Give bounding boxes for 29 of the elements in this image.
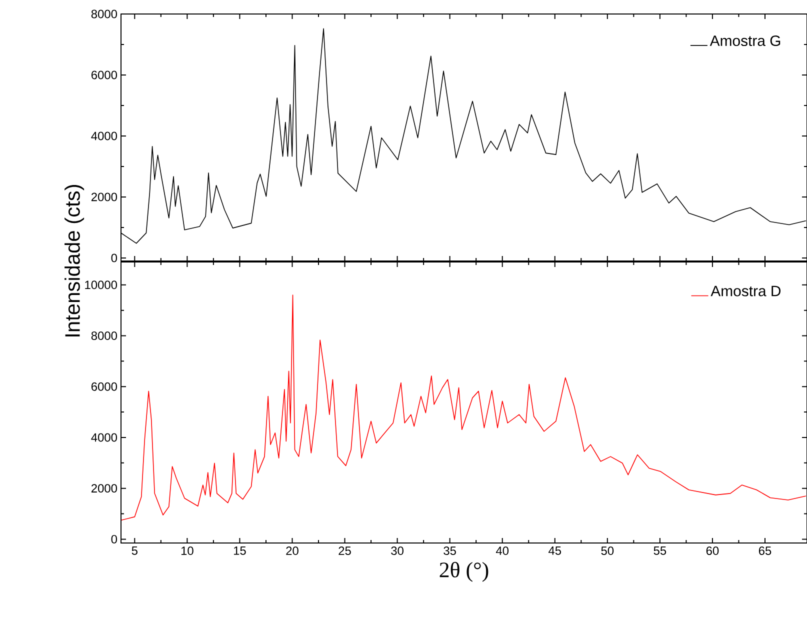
x-tick-label: 5 [132,546,138,555]
x-tick-label: 60 [706,546,719,555]
x-tick-label: 50 [601,546,614,555]
y-tick-label: 2000 [91,192,118,202]
y-tick-label: 0 [111,534,118,544]
y-tick-label: 2000 [91,484,118,493]
x-tick-label: 40 [496,546,509,555]
y-tick-label: 4000 [91,132,118,140]
x-tick-label: 20 [286,546,298,555]
y-tick-label: 6000 [91,382,118,391]
y-axis-title: Intensidade (cts) [64,184,84,336]
line-series [121,294,806,521]
x-tick-label: 35 [444,546,456,555]
x-tick-label: 25 [338,546,351,555]
x-tick-label: 10 [181,546,194,555]
x-axis-title: 2θ (°) [440,562,488,582]
x-tick-label: 15 [234,546,246,555]
y-tick-label: 8000 [91,10,118,18]
x-tick-label: 65 [758,546,772,555]
legend-label: Amostra G [710,35,780,46]
x-tick-label: 55 [654,546,666,555]
x-tick-label: 30 [391,546,404,555]
y-tick-label: 10000 [85,280,118,290]
y-tick-label: 6000 [91,70,118,80]
y-tick-label: 4000 [91,433,118,442]
legend-label: Amostra D [710,286,781,296]
y-tick-label: 0 [111,254,118,262]
y-tick-label: 8000 [91,332,118,340]
x-tick-label: 45 [548,546,562,555]
